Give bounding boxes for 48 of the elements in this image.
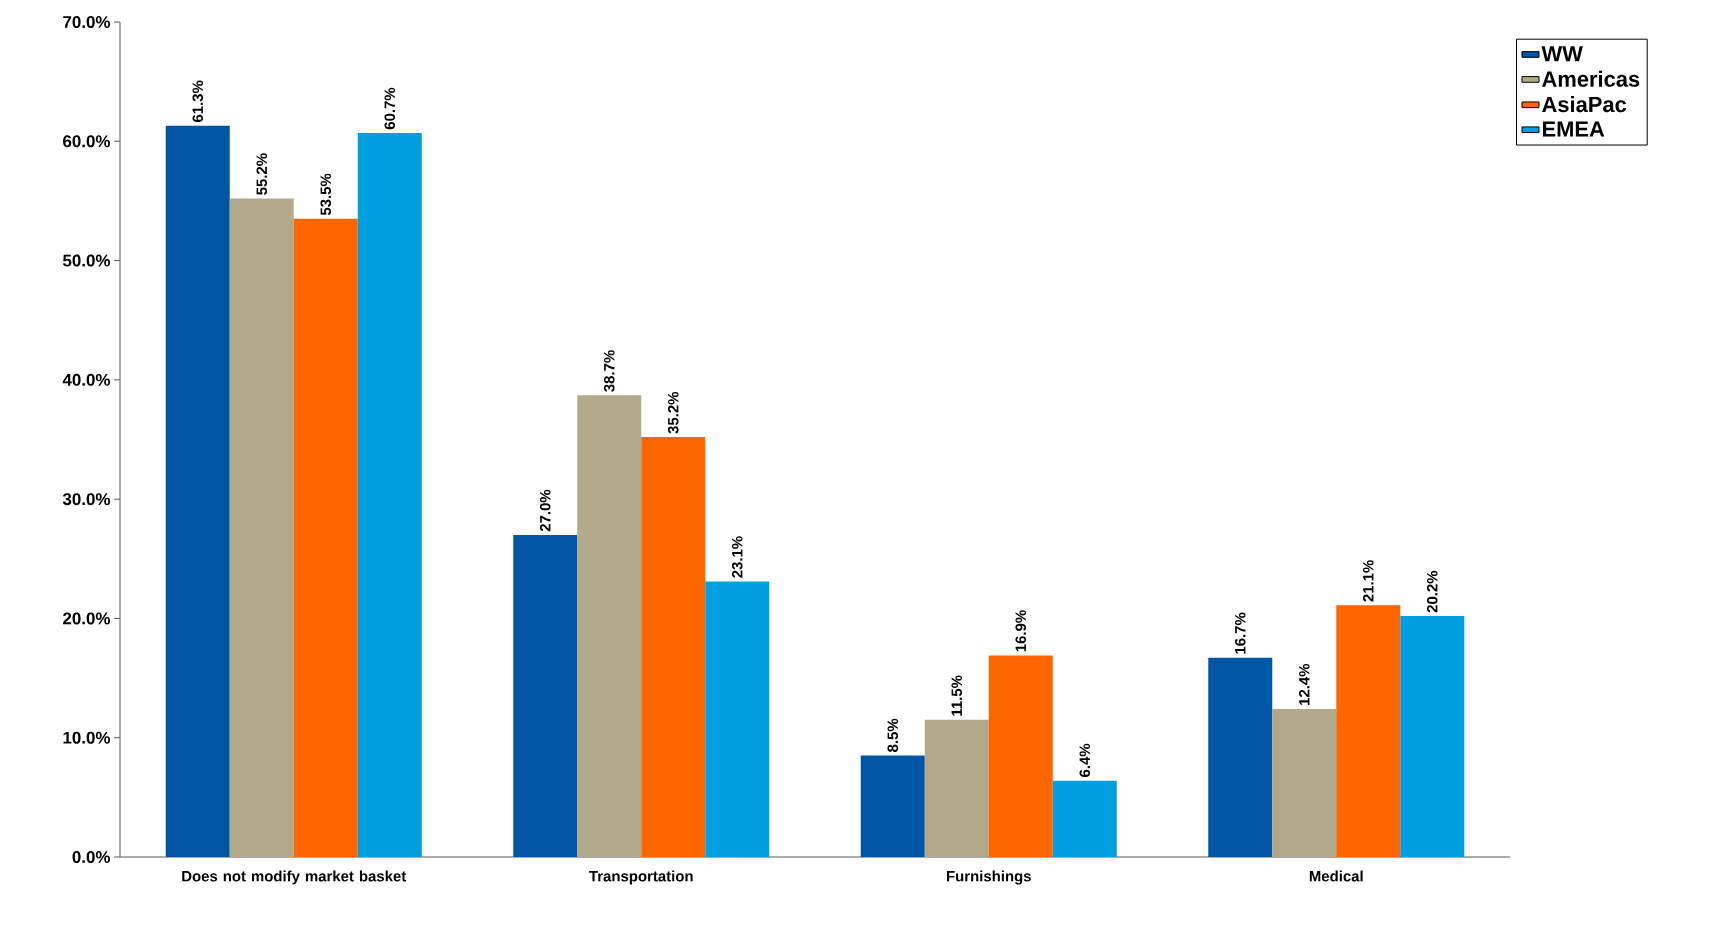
y-tick-label: 10.0% xyxy=(63,731,111,744)
bar xyxy=(1272,709,1337,857)
bar xyxy=(641,437,706,857)
data-label: 16.7% xyxy=(1234,612,1246,654)
x-tick-label: Does not modify market basket xyxy=(182,870,407,885)
x-tick-label: Transportation xyxy=(589,870,693,885)
bar xyxy=(1336,605,1401,857)
bar xyxy=(229,198,294,857)
y-tick-label: 40.0% xyxy=(62,373,111,386)
data-label: 27.0% xyxy=(539,489,551,532)
data-label: 60.7% xyxy=(384,87,396,130)
bar xyxy=(513,534,578,857)
bar xyxy=(860,755,925,857)
bar xyxy=(165,125,230,857)
data-label: 6.4% xyxy=(1079,743,1091,777)
y-tick-label: 0.0% xyxy=(72,851,111,863)
bar xyxy=(577,395,642,857)
y-tick-label: 30.0% xyxy=(62,493,111,506)
bar xyxy=(988,655,1053,857)
bar xyxy=(1052,780,1117,857)
data-label: 53.5% xyxy=(320,173,332,216)
bar xyxy=(357,132,422,857)
data-label: 35.2% xyxy=(667,391,679,434)
data-label: 11.5% xyxy=(951,675,963,716)
data-label: 55.2% xyxy=(256,153,268,195)
x-tick-label: Furnishings xyxy=(947,870,1031,885)
data-label: 23.1% xyxy=(731,536,743,578)
bar xyxy=(1400,616,1465,857)
y-tick-label: 60.0% xyxy=(63,135,111,148)
legend-label: WW xyxy=(1541,46,1583,62)
data-label: 61.3% xyxy=(192,80,204,123)
y-tick-label: 50.0% xyxy=(62,254,111,267)
y-tick-label: 20.0% xyxy=(63,612,111,625)
data-label: 8.5% xyxy=(887,718,899,752)
bar xyxy=(293,218,358,857)
legend-label: AsiaPac xyxy=(1542,96,1627,113)
data-label: 16.9% xyxy=(1015,610,1027,652)
bar xyxy=(924,719,989,857)
data-label: 38.7% xyxy=(603,350,615,392)
data-label: 21.1% xyxy=(1362,560,1374,602)
x-tick-label: Medical xyxy=(1309,870,1363,882)
y-tick-label: 70.0% xyxy=(63,15,111,28)
bar xyxy=(1208,657,1273,857)
legend-label: Americas xyxy=(1542,70,1640,87)
bar xyxy=(705,581,770,857)
data-label: 12.4% xyxy=(1298,663,1310,705)
data-label: 20.2% xyxy=(1426,570,1438,613)
legend-label: EMEA xyxy=(1542,121,1605,137)
